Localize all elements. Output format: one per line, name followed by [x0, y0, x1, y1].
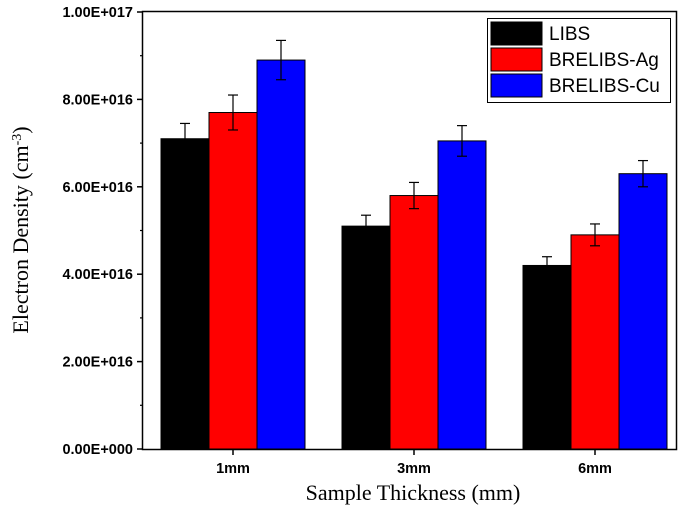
- y-tick-label: 1.00E+017: [62, 5, 133, 21]
- x-tick-label-3mm: 3mm: [397, 461, 431, 477]
- legend-label-libs: LIBS: [549, 24, 590, 45]
- y-tick-label: 2.00E+016: [62, 355, 133, 371]
- bar-libs-1mm: [160, 138, 210, 450]
- y-axis-title-prefix: Electron Density (cm: [8, 145, 33, 333]
- bar-brelibs-cu-6mm: [618, 173, 668, 450]
- bar-libs-6mm: [522, 264, 572, 450]
- y-axis-title-suffix: ): [8, 126, 33, 133]
- x-axis-title: Sample Thickness (mm): [306, 480, 521, 505]
- error-bar-brelibs-cu-3mm: [457, 125, 467, 157]
- error-bar-brelibs-ag-1mm: [228, 94, 238, 131]
- legend-label-brelibs-ag: BRELIBS-Ag: [549, 50, 659, 71]
- error-bar-libs-1mm: [180, 122, 190, 155]
- legend-swatch-libs: [490, 21, 543, 46]
- y-axis: 0.00E+000 2.00E+016 4.00E+016 6.00E+016 8.00…: [62, 5, 143, 458]
- plot-area: [160, 59, 668, 450]
- bar-brelibs-ag-3mm: [389, 195, 439, 450]
- y-tick-label: 6.00E+016: [62, 180, 133, 196]
- x-tick-label-1mm: 1mm: [216, 461, 250, 477]
- error-bar-brelibs-ag-6mm: [590, 223, 600, 247]
- bar-libs-3mm: [341, 225, 391, 450]
- y-tick-label: 0.00E+000: [62, 442, 133, 458]
- y-tick-label: 4.00E+016: [62, 267, 133, 283]
- x-axis: 1mm 3mm 6mm: [216, 449, 612, 477]
- error-bar-libs-6mm: [542, 256, 552, 275]
- bar-brelibs-cu-3mm: [437, 140, 487, 450]
- y-axis-title: Electron Density (cm-3): [8, 126, 33, 333]
- y-axis-title-exponent: -3: [10, 134, 25, 146]
- error-bar-brelibs-cu-1mm: [276, 39, 286, 81]
- legend-swatch-brelibs-ag: [490, 47, 543, 72]
- error-bars: [180, 39, 648, 275]
- bar-brelibs-ag-1mm: [208, 112, 258, 450]
- bar-brelibs-ag-6mm: [570, 234, 620, 450]
- x-tick-label-6mm: 6mm: [578, 461, 612, 477]
- legend: LIBS BRELIBS-Ag BRELIBS-Cu: [487, 18, 671, 103]
- error-bar-brelibs-ag-3mm: [409, 181, 419, 210]
- legend-swatch-brelibs-cu: [490, 73, 543, 98]
- error-bar-libs-3mm: [361, 214, 371, 238]
- error-bar-brelibs-cu-6mm: [638, 159, 648, 188]
- bar-brelibs-cu-1mm: [256, 59, 306, 450]
- y-tick-label: 8.00E+016: [62, 92, 133, 108]
- legend-label-brelibs-cu: BRELIBS-Cu: [549, 76, 660, 97]
